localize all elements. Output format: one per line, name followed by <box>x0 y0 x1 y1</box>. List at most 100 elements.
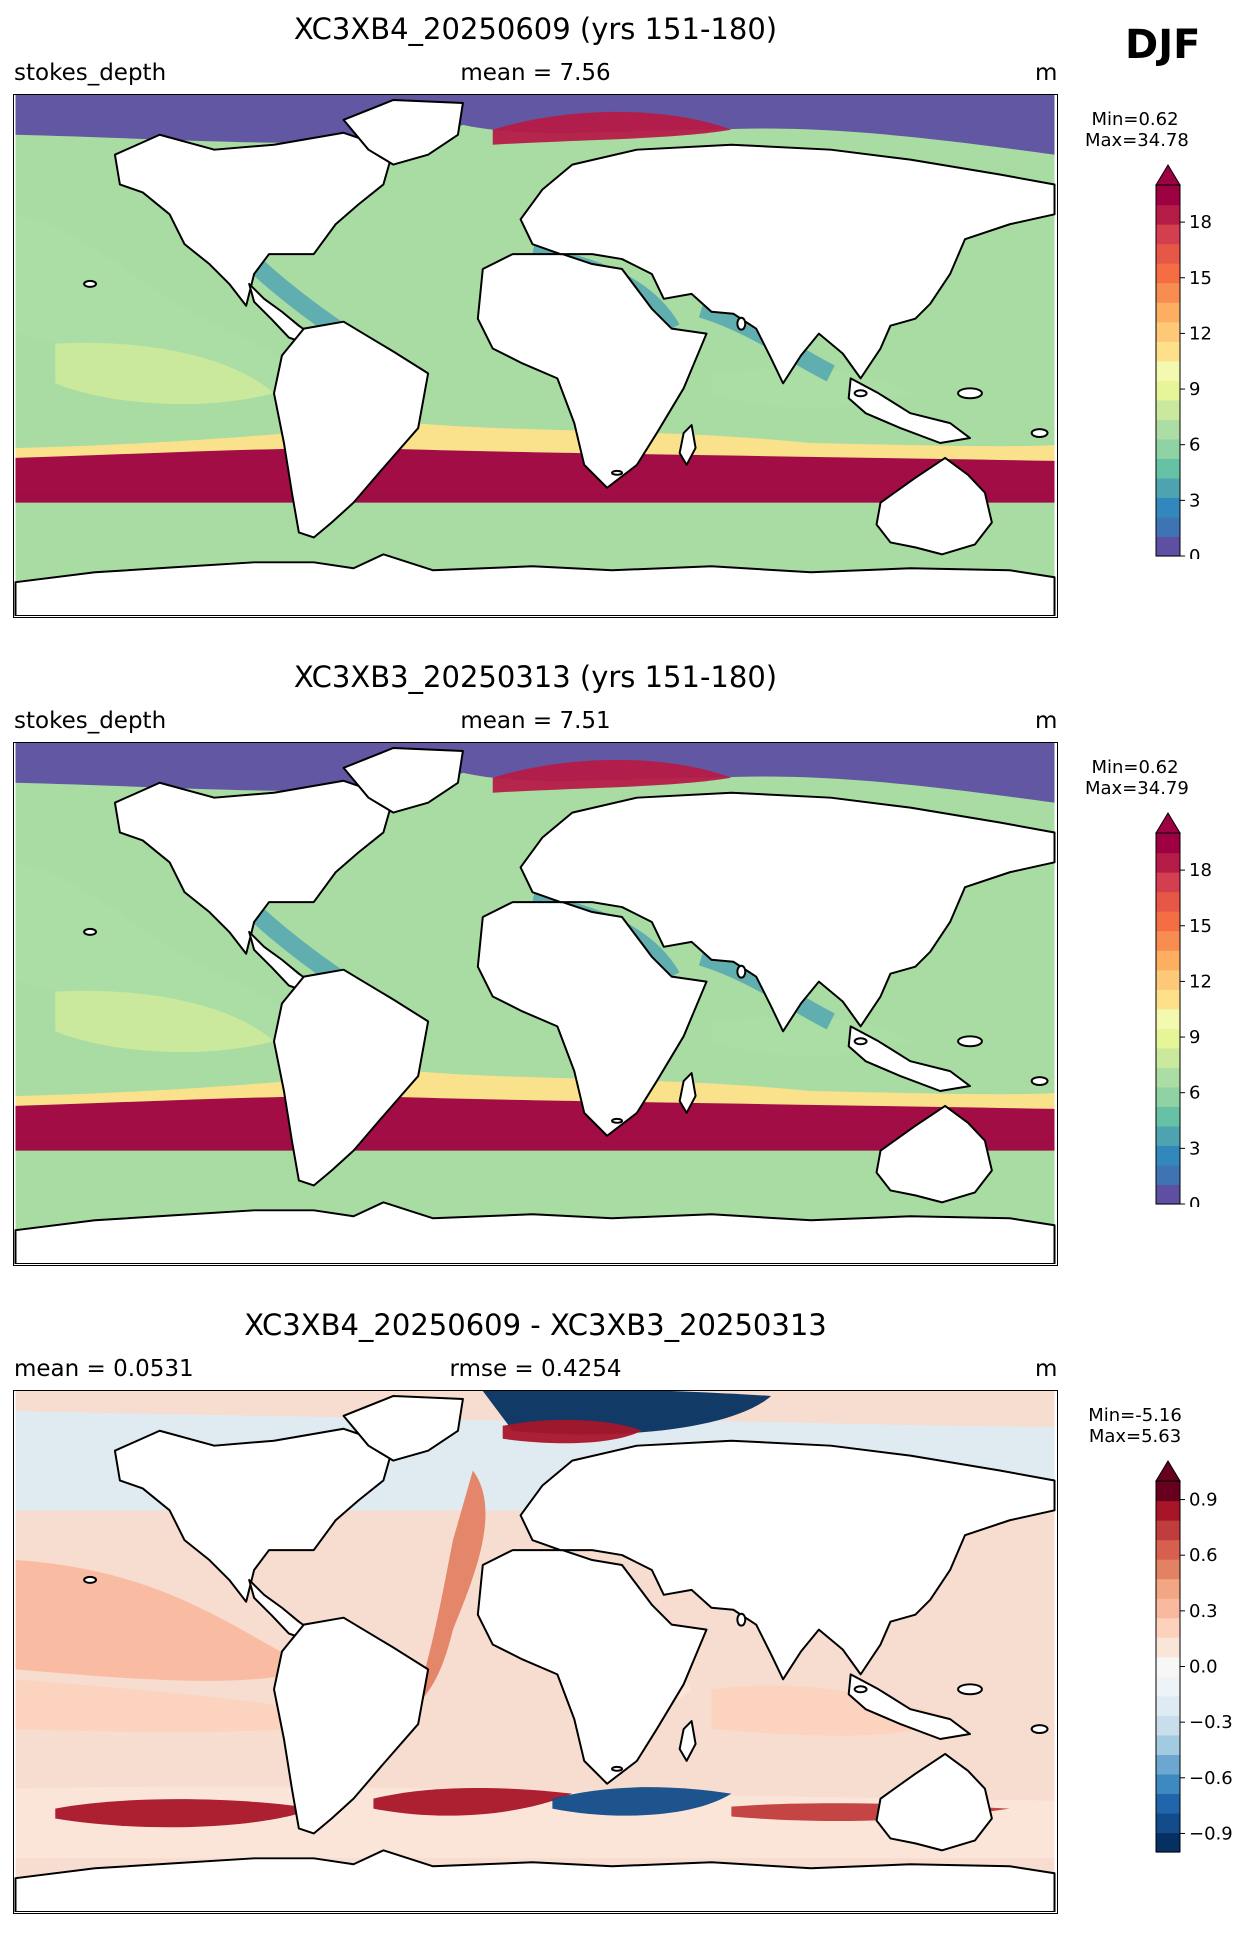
colorbar-tick-label: 3 <box>1189 490 1200 511</box>
colorbar-tick-label: 0 <box>1189 546 1200 559</box>
field-region <box>15 214 344 404</box>
land-polygon <box>678 1072 697 1114</box>
colorbar-band <box>1156 282 1180 303</box>
field-region <box>55 1799 314 1828</box>
panel-2-mean-label: mean = 7.51 <box>460 708 611 734</box>
colorbar-band <box>1156 536 1180 557</box>
land-polygon <box>847 1025 971 1092</box>
colorbar-tick-label: 0.9 <box>1189 1490 1218 1511</box>
colorbar-band <box>1156 321 1180 342</box>
field-region <box>15 1095 1055 1151</box>
panel-2-min-label: Min=0.62 <box>1091 757 1179 778</box>
field-region <box>15 1679 364 1733</box>
colorbar-band <box>1156 911 1180 932</box>
colorbar-band <box>1156 1086 1180 1107</box>
panel-1-units-label: m <box>1035 60 1058 86</box>
colorbar-band <box>1156 1164 1180 1186</box>
colorbar-band <box>1156 497 1180 518</box>
colorbar-max-extension <box>1155 164 1181 186</box>
colorbar-band <box>1156 989 1180 1010</box>
panel-2-title: XC3XB3_20250313 (yrs 151-180) <box>293 660 778 694</box>
colorbar-tick-label: 0.3 <box>1189 1601 1218 1622</box>
land-polygon <box>342 1394 464 1462</box>
colorbar-band <box>1156 1812 1180 1834</box>
field-region <box>413 1470 486 1710</box>
colorbar-frame <box>1155 832 1181 1205</box>
colorbar-band <box>1156 872 1180 893</box>
field-region <box>15 862 344 1052</box>
panel-2-max-label: Max=34.79 <box>1085 778 1189 799</box>
island-shape <box>736 1612 747 1627</box>
land-polygon <box>519 791 1056 1033</box>
panel-1-variable-label: stokes_depth <box>14 60 167 86</box>
panel-3-colorbar: −0.9 −0.6 −0.3 0.0 0.3 0.6 0.9 <box>1155 1460 1233 1853</box>
colorbar-band <box>1156 1695 1180 1716</box>
panel-1-mean-label: mean = 7.56 <box>460 60 611 86</box>
colorbar-band <box>1156 185 1180 206</box>
panel-3-title: XC3XB4_20250609 - XC3XB3_20250313 <box>244 1308 827 1342</box>
colorbar-band <box>1156 1793 1180 1814</box>
island-shape <box>957 387 983 400</box>
colorbar-max-extension <box>1155 812 1181 834</box>
island-shape <box>83 927 98 936</box>
colorbar-band <box>1156 1734 1180 1755</box>
map-field <box>14 95 1056 616</box>
colorbar-tick-label: 3 <box>1189 1138 1200 1159</box>
field-region <box>373 1787 573 1816</box>
panel-3-units-label: m <box>1035 1356 1058 1382</box>
panel-3-min-label: Min=-5.16 <box>1088 1405 1182 1426</box>
island-shape <box>611 469 623 476</box>
colorbar-band <box>1156 1047 1180 1068</box>
colorbar-band <box>1156 224 1180 245</box>
colorbar-tick-label: 0 <box>1189 1194 1200 1207</box>
panel-3-mean-label: mean = 0.0531 <box>14 1356 194 1382</box>
land-polygon <box>476 901 708 1137</box>
panel-3-max-label: Max=5.63 <box>1088 1426 1182 1447</box>
colorbar-band <box>1156 204 1180 225</box>
land-polygon <box>113 779 395 955</box>
colorbar-tick-label: 12 <box>1189 323 1212 344</box>
colorbar-band <box>1156 1637 1180 1658</box>
colorbar-tick-label: 18 <box>1189 212 1212 233</box>
colorbar-band <box>1156 380 1180 401</box>
colorbar-tick-label: −0.3 <box>1189 1712 1233 1733</box>
land-polygon <box>113 131 395 307</box>
colorbar-frame <box>1155 184 1181 557</box>
colorbar-band <box>1156 852 1180 873</box>
colorbar-band <box>1156 1559 1180 1580</box>
colorbar-band <box>1156 1481 1180 1502</box>
colorbar-band <box>1156 1578 1180 1599</box>
land-polygon <box>342 98 464 166</box>
field-region <box>711 1685 951 1736</box>
colorbar-band <box>1156 438 1180 459</box>
colorbar-band <box>1156 1617 1180 1638</box>
colorbar-band <box>1156 1520 1180 1541</box>
island-shape <box>736 316 747 331</box>
colorbar-band <box>1156 1145 1180 1166</box>
island-shape <box>957 1683 983 1696</box>
panel-2-variable-label: stokes_depth <box>14 708 167 734</box>
colorbar-tick-label: 9 <box>1189 1027 1200 1048</box>
land-polygon <box>678 424 697 466</box>
land-polygon <box>847 1673 971 1740</box>
colorbar-band <box>1156 1125 1180 1147</box>
panel-1-max-label: Max=34.78 <box>1085 130 1189 151</box>
island-shape <box>853 1685 868 1694</box>
island-shape <box>853 389 868 398</box>
colorbar-band <box>1156 516 1180 538</box>
land-polygon <box>875 1752 993 1852</box>
panel-1-colorbar: 0 3 6 9 12 15 18 <box>1155 164 1212 559</box>
field-region <box>502 1419 642 1444</box>
land-polygon <box>273 1616 430 1835</box>
panel-3-rmse-label: rmse = 0.4254 <box>449 1356 622 1382</box>
colorbar-band <box>1156 1715 1180 1736</box>
field-region <box>552 1787 732 1816</box>
colorbar-band <box>1156 263 1180 284</box>
panel-1-min-label: Min=0.62 <box>1091 109 1179 130</box>
colorbar-band <box>1156 1028 1180 1049</box>
colorbar-band <box>1156 1598 1180 1619</box>
colorbar-band <box>1156 419 1180 440</box>
colorbar-band <box>1156 477 1180 499</box>
colorbar-tick-label: −0.6 <box>1189 1768 1233 1789</box>
land-polygon <box>476 253 708 489</box>
